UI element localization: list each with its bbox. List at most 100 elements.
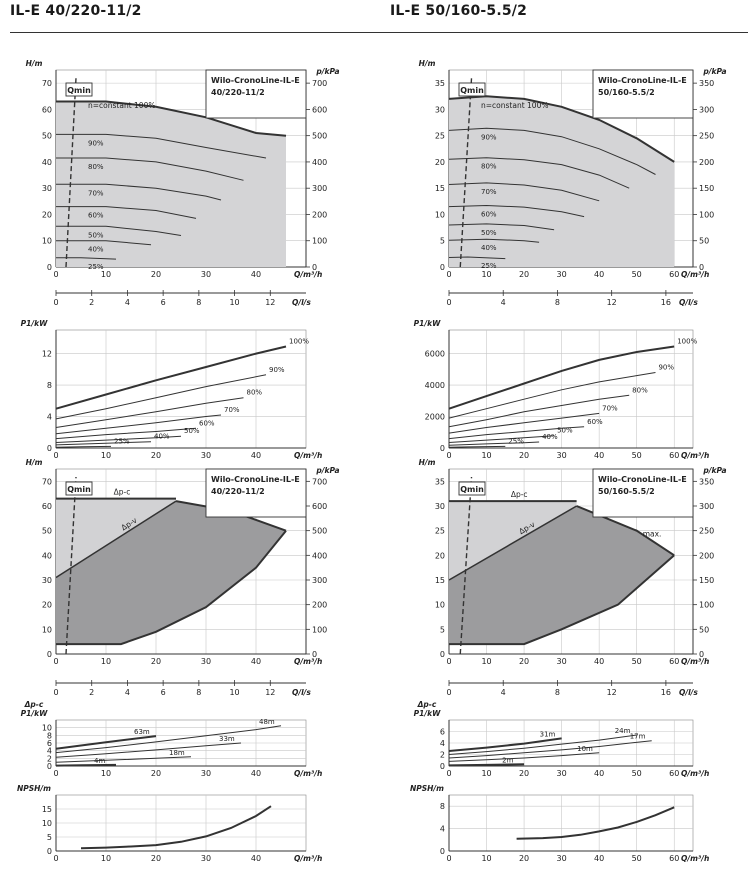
y-axis-label: NPSH/m: [410, 784, 444, 793]
y-tick-label: 30: [42, 184, 52, 193]
series-label: 10m: [577, 745, 593, 753]
y-axis-label: Δp-c: [417, 700, 437, 709]
chart-head-curves-1: 0 10 20 30 40 50 60 0 5 10 15 20 25 30 35 Q/m³/h H/m 0 50 1…: [419, 59, 727, 279]
x-tick-label: 20: [519, 270, 529, 279]
y-tick-label: 15: [435, 576, 445, 585]
series-label: 90%: [658, 363, 674, 371]
y-axis-label: H/m: [26, 458, 43, 467]
y2-tick-label: 500: [312, 132, 327, 141]
chart-npsh-1: 0 10 20 30 40 50 60 0 4 8 Q/m³/h NPSH/m: [410, 784, 709, 863]
ls-tick-label: 8: [196, 688, 201, 697]
right-product-title: IL-E 50/160-5.5/2: [390, 3, 528, 19]
series-line: [448, 182, 600, 202]
series-label: 40%: [481, 244, 497, 252]
y2-tick-label: 700: [312, 79, 327, 88]
x-tick-label: 50: [632, 270, 642, 279]
x-tick-label: 30: [201, 451, 211, 460]
series-line: [448, 752, 600, 762]
x-tick-label: 0: [446, 657, 451, 666]
ls-tick-label: 16: [661, 688, 671, 697]
x-axis-label: Q/m³/h: [681, 854, 709, 863]
title-divider: [10, 32, 748, 33]
series-line: [55, 414, 222, 435]
y-tick-label: 0: [440, 263, 445, 272]
x-tick-label: 60: [669, 854, 679, 863]
series-label: 90%: [269, 366, 285, 374]
x-tick-label: 0: [446, 451, 451, 460]
series-label: 25%: [114, 437, 130, 445]
y-tick-label: 25: [435, 132, 445, 141]
x-tick-label: 10: [101, 657, 111, 666]
ls-tick-label: 4: [501, 298, 506, 307]
plot-frame: [448, 794, 694, 852]
y-tick-label: 50: [42, 132, 52, 141]
x-tick-label: 30: [557, 270, 567, 279]
y2-tick-label: 150: [699, 184, 714, 193]
x-tick-label: 10: [481, 854, 491, 863]
y-tick-label: 0: [440, 650, 445, 659]
dpv-region: [56, 501, 286, 645]
series-label: 63m: [134, 728, 150, 736]
y-tick-label: 0: [440, 847, 445, 856]
y-axis-label: P1/kW: [21, 319, 48, 328]
y-tick-label: 50: [42, 527, 52, 536]
series-label: 24m: [615, 727, 631, 735]
y-tick-label: 0: [47, 444, 52, 453]
qmin-label: Qmin: [67, 485, 91, 494]
series-label: 100%: [289, 338, 309, 346]
y-tick-label: 5: [440, 625, 445, 634]
x-tick-label: 20: [519, 657, 529, 666]
series-line: [56, 225, 182, 236]
x-tick-label: 10: [481, 769, 491, 778]
x-tick-label: 40: [594, 657, 604, 666]
series-label: 50%: [184, 427, 200, 435]
y2-tick-label: 300: [312, 184, 327, 193]
x-tick-label: 10: [481, 657, 491, 666]
y-tick-label: 15: [42, 805, 52, 814]
x-tick-label: 30: [201, 270, 211, 279]
model-box-text: Wilo-CronoLine-IL-E: [211, 475, 300, 484]
series-label: 90%: [88, 139, 104, 147]
series-line: [448, 445, 506, 448]
qmin-box: [458, 481, 486, 496]
min-line: [56, 530, 287, 646]
y-tick-label: 70: [42, 477, 52, 486]
chart-power-curves-0: 0 10 20 30 40 0 4 8 12 Q/m³/h P1/kW 100% 90% 80% 70% 60…: [21, 319, 323, 460]
y-axis-label: P1/kW: [21, 709, 48, 718]
y2-axis-label: p/kPa: [702, 67, 726, 76]
series-label: 50%: [88, 231, 104, 239]
series-label: 70%: [224, 406, 240, 414]
series-line: [55, 397, 244, 428]
x-tick-label: 0: [53, 451, 58, 460]
series-label: 100%: [677, 338, 697, 346]
y-tick-label: 20: [42, 601, 52, 610]
series-label: 33m: [219, 735, 235, 743]
series-label: 31m: [540, 730, 556, 738]
y-tick-label: 10: [42, 724, 52, 733]
x-tick-label: 30: [201, 854, 211, 863]
ls-tick-label: 12: [607, 688, 617, 697]
y2-tick-label: 500: [312, 527, 327, 536]
model-box-text: Wilo-CronoLine-IL-E: [598, 76, 687, 85]
series-line: [448, 412, 600, 434]
x-tick-label: 40: [251, 854, 261, 863]
series-line: [56, 257, 117, 260]
series-label: 60%: [88, 212, 104, 220]
series-line: [516, 806, 675, 840]
chart-npsh-0: 0 10 20 30 40 0 5 10 15 Q/m³/h NPSH/m: [17, 784, 322, 863]
series-label: 40%: [542, 433, 558, 441]
series-line: [448, 372, 656, 419]
y-axis-label: P1/kW: [414, 709, 441, 718]
ls-tick-label: 4: [501, 688, 506, 697]
model-box-text: 40/220-11/2: [211, 88, 265, 97]
model-box: [205, 69, 307, 119]
series-label: 80%: [88, 163, 104, 171]
series-line: [448, 441, 540, 446]
qmin-box: [65, 82, 93, 97]
series-line: [56, 206, 197, 219]
x-tick-label: 0: [446, 854, 451, 863]
x-tick-label: 10: [101, 270, 111, 279]
y-tick-label: 8: [47, 381, 52, 390]
x-tick-label: 50: [632, 769, 642, 778]
ls-tick-label: 8: [555, 298, 560, 307]
